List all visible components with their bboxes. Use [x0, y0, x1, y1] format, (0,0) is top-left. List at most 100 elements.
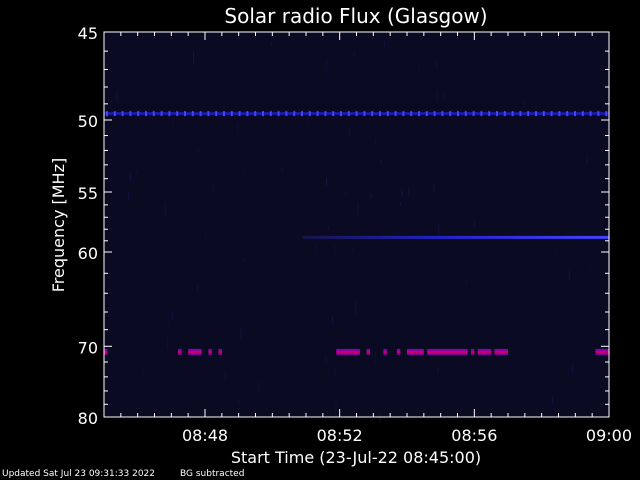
noise-cell	[193, 51, 194, 64]
interference-dot	[457, 111, 459, 117]
interference-dot	[308, 111, 311, 117]
interference-dot	[472, 111, 475, 117]
noise-cell	[171, 310, 173, 320]
noise-cell	[189, 46, 191, 51]
noise-cell	[224, 372, 226, 381]
interference-dot	[262, 111, 264, 117]
interference-segment-core	[366, 350, 370, 353]
noise-cell	[503, 84, 505, 90]
interference-dot	[246, 111, 249, 117]
interference-dot	[511, 111, 514, 117]
x-tick-label: 08:56	[451, 426, 497, 445]
noise-cell	[325, 354, 327, 363]
y-tick-label: 45	[78, 24, 98, 43]
noise-cell	[588, 230, 590, 234]
noise-cell	[237, 123, 239, 134]
noise-cell	[523, 100, 525, 108]
noise-cell	[353, 52, 355, 58]
noise-cell	[128, 190, 130, 201]
interference-dot	[449, 111, 452, 117]
y-tick-label: 50	[78, 112, 98, 131]
noise-cell	[586, 157, 588, 165]
interference-dot	[558, 111, 561, 117]
interference-dot	[269, 111, 272, 117]
interference-dot	[480, 111, 483, 117]
interference-dot	[394, 111, 397, 117]
noise-cell	[327, 227, 329, 231]
interference-dot	[223, 111, 225, 117]
interference-dot	[581, 111, 584, 117]
noise-cell	[437, 366, 439, 373]
interference-dot	[254, 111, 257, 117]
noise-cell	[165, 203, 166, 216]
interference-dot	[371, 111, 374, 117]
noise-cell	[466, 278, 468, 284]
noise-cell	[315, 243, 317, 254]
interference-dot	[535, 111, 537, 117]
noise-cell	[589, 266, 591, 273]
noise-cell	[370, 194, 372, 199]
interference-dot	[386, 111, 389, 117]
noise-cell	[326, 177, 327, 186]
interference-dot	[137, 111, 140, 117]
noise-cell	[281, 166, 283, 171]
noise-cell	[351, 247, 353, 253]
noise-cell	[334, 367, 336, 377]
interference-dot	[496, 111, 498, 117]
noise-cell	[380, 159, 382, 164]
interference-dot	[597, 111, 600, 117]
interference-dot	[527, 111, 530, 117]
noise-cell	[568, 270, 570, 282]
interference-segment-core	[218, 350, 222, 353]
interference-dot	[441, 111, 444, 117]
interference-dot	[566, 111, 569, 117]
noise-cell	[433, 182, 435, 194]
x-tick-label: 08:48	[182, 426, 228, 445]
noise-cell	[168, 312, 170, 324]
noise-cell	[243, 167, 245, 174]
interference-dot	[145, 111, 147, 117]
interference-dot	[113, 111, 116, 117]
y-tick-label: 60	[78, 244, 98, 263]
interference-dot	[230, 111, 233, 117]
noise-cell	[473, 221, 475, 227]
interference-dot	[285, 111, 288, 117]
interference-dot	[207, 111, 210, 117]
interference-segment-core	[208, 350, 212, 353]
interference-segment-core	[494, 350, 508, 353]
noise-cell	[509, 190, 511, 195]
noise-cell	[326, 61, 328, 74]
noise-cell	[167, 337, 169, 350]
interference-dot	[410, 111, 413, 117]
interference-dot	[152, 111, 155, 117]
interference-dot	[332, 111, 335, 117]
noise-cell	[401, 190, 403, 196]
y-tick-label: 80	[78, 409, 98, 428]
noise-cell	[240, 327, 242, 339]
interference-dot	[402, 111, 405, 117]
noise-cell	[355, 302, 357, 314]
noise-cell	[436, 91, 438, 102]
interference-dot	[184, 111, 186, 117]
noise-cell	[443, 92, 445, 102]
noise-cell	[345, 191, 347, 195]
y-tick-label: 55	[78, 184, 98, 203]
noise-cell	[375, 351, 377, 364]
interference-dot	[355, 111, 358, 117]
interference-dot	[503, 111, 506, 117]
noise-cell	[419, 65, 421, 73]
noise-cell	[335, 404, 337, 417]
x-tick-label: 09:00	[586, 426, 632, 445]
noise-cell	[172, 118, 174, 126]
noise-cell	[196, 285, 198, 291]
noise-cell	[130, 174, 132, 182]
interference-dot	[176, 111, 179, 117]
interference-dot	[574, 111, 576, 117]
emission-band-58mhz	[302, 235, 609, 239]
interference-dot	[425, 111, 428, 117]
interference-dot	[215, 111, 218, 117]
interference-segment-core	[336, 350, 360, 353]
interference-dot	[129, 111, 132, 117]
noise-cell	[238, 400, 240, 404]
noise-cell	[438, 224, 440, 237]
